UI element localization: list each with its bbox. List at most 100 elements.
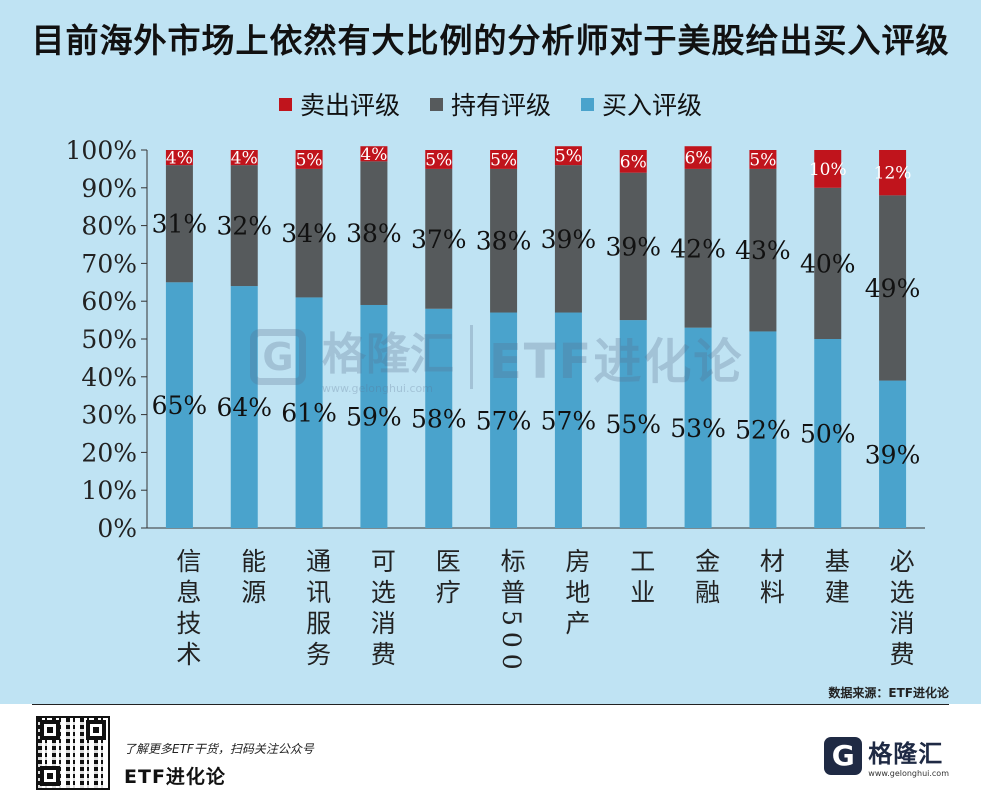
data-label-buy: 59% <box>346 402 402 431</box>
data-label-sell: 5% <box>425 150 452 170</box>
y-tick-label: 60% <box>81 287 137 316</box>
y-tick-label: 90% <box>81 174 137 203</box>
legend-item-buy: 买入评级 <box>581 86 702 122</box>
bar-sell <box>879 150 907 196</box>
data-label-buy: 39% <box>865 440 921 469</box>
y-tick-label: 50% <box>81 325 137 354</box>
gelonghui-logo-icon: G <box>824 737 863 775</box>
data-label-sell: 5% <box>555 147 582 167</box>
x-tick-label: 金融 <box>692 548 721 610</box>
legend-item-hold: 持有评级 <box>429 86 551 122</box>
logo-url: www.gelonghui.com <box>868 769 949 778</box>
y-tick-label: 100% <box>66 136 137 165</box>
data-label-buy: 52% <box>735 416 791 445</box>
x-tick-label: 必选消费 <box>886 548 915 672</box>
x-tick-label: 能源 <box>238 548 267 610</box>
bar-hold <box>295 168 323 298</box>
footer: 了解更多ETF干货，扫码关注公众号 ETF进化论 G 格隆汇 www.gelon… <box>0 704 981 801</box>
bar-sell <box>749 150 777 169</box>
data-label-sell: 5% <box>296 150 323 170</box>
bar-hold <box>230 165 258 287</box>
data-label-buy: 58% <box>411 404 467 433</box>
bar-buy <box>749 331 777 528</box>
bar-sell <box>490 150 518 169</box>
x-tick-label: 工业 <box>627 548 656 610</box>
data-label-sell: 4% <box>231 149 258 169</box>
x-tick-label: 信息技术 <box>173 548 202 672</box>
qr-corner-bl <box>40 766 60 786</box>
chart-legend: 卖出评级 持有评级 买入评级 <box>0 86 981 122</box>
bar-sell <box>425 150 453 169</box>
y-tick-label: 20% <box>81 438 137 467</box>
bar-buy <box>425 308 453 528</box>
data-label-hold: 39% <box>605 232 661 261</box>
bar-buy <box>619 320 647 528</box>
bar-sell <box>165 150 193 166</box>
bar-hold <box>360 161 388 305</box>
footer-slogan: 了解更多ETF干货，扫码关注公众号 <box>124 742 314 756</box>
bar-hold <box>165 165 193 283</box>
logo-name: 格隆汇 <box>868 740 944 768</box>
data-label-hold: 40% <box>800 249 856 278</box>
bar-sell <box>619 150 647 173</box>
data-label-buy: 65% <box>152 391 208 420</box>
y-tick-label: 10% <box>81 476 137 505</box>
data-label-hold: 49% <box>865 274 921 303</box>
bar-buy <box>490 312 518 528</box>
legend-swatch-hold <box>429 97 443 111</box>
data-label-buy: 61% <box>281 399 337 428</box>
bar-hold <box>879 195 907 381</box>
data-source: 数据来源：ETF进化论 <box>828 686 949 700</box>
bar-hold <box>749 168 777 332</box>
stacked-bar-chart: 0% 10% 20% 30% 40% 50% 60% 70% 80% 90% 100% 65% 31% 4… <box>66 136 925 676</box>
legend-label-hold: 持有评级 <box>450 91 551 120</box>
data-label-sell: 4% <box>166 149 193 169</box>
bar-buy <box>814 339 842 528</box>
data-label-sell: 4% <box>360 145 387 165</box>
bar-hold <box>814 187 842 339</box>
bar-sell <box>360 146 388 162</box>
data-label-buy: 64% <box>216 393 272 422</box>
data-label-sell: 5% <box>749 150 776 170</box>
x-tick-label: 可选消费 <box>367 548 396 672</box>
data-label-buy: 57% <box>541 406 597 435</box>
x-tick-label: 房地产 <box>562 548 591 641</box>
bar-hold <box>425 168 453 309</box>
qr-code-icon[interactable] <box>36 716 110 790</box>
data-label-hold: 38% <box>346 219 402 248</box>
bar-buy <box>554 312 582 528</box>
bar-hold <box>684 168 712 328</box>
x-tick-label: 医疗 <box>432 548 461 610</box>
data-label-buy: 57% <box>476 406 532 435</box>
gelonghui-logo[interactable]: G 格隆汇 www.gelonghui.com <box>824 734 949 778</box>
qr-corner-tl <box>40 720 60 740</box>
data-label-hold: 32% <box>216 212 272 241</box>
bar-buy <box>230 286 258 528</box>
legend-label-buy: 买入评级 <box>602 91 703 120</box>
data-label-hold: 37% <box>411 225 467 254</box>
qr-corner-tr <box>86 720 106 740</box>
bar-sell <box>814 150 842 188</box>
bar-sell <box>684 146 712 169</box>
x-tick-label: 材料 <box>756 548 785 610</box>
y-tick-label: 40% <box>81 363 137 392</box>
bar-buy <box>879 380 907 528</box>
bar-hold <box>619 172 647 321</box>
bar-buy <box>295 297 323 528</box>
y-tick-label: 80% <box>81 212 137 241</box>
bar-hold <box>490 168 518 313</box>
x-tick-label: 基建 <box>821 548 850 610</box>
x-tick-label: 通讯服务 <box>303 548 332 672</box>
data-label-sell: 12% <box>874 164 912 184</box>
data-label-sell: 5% <box>490 150 517 170</box>
y-tick-label: 0% <box>97 514 137 543</box>
x-tick-label: 标普500 <box>497 548 526 676</box>
data-label-hold: 34% <box>281 219 337 248</box>
data-label-hold: 31% <box>152 210 208 239</box>
data-label-hold: 43% <box>735 236 791 265</box>
legend-swatch-buy <box>581 97 594 111</box>
bar-hold <box>554 165 582 313</box>
data-label-sell: 6% <box>620 152 647 172</box>
data-label-hold: 42% <box>670 234 726 263</box>
y-tick-label: 70% <box>81 249 137 278</box>
